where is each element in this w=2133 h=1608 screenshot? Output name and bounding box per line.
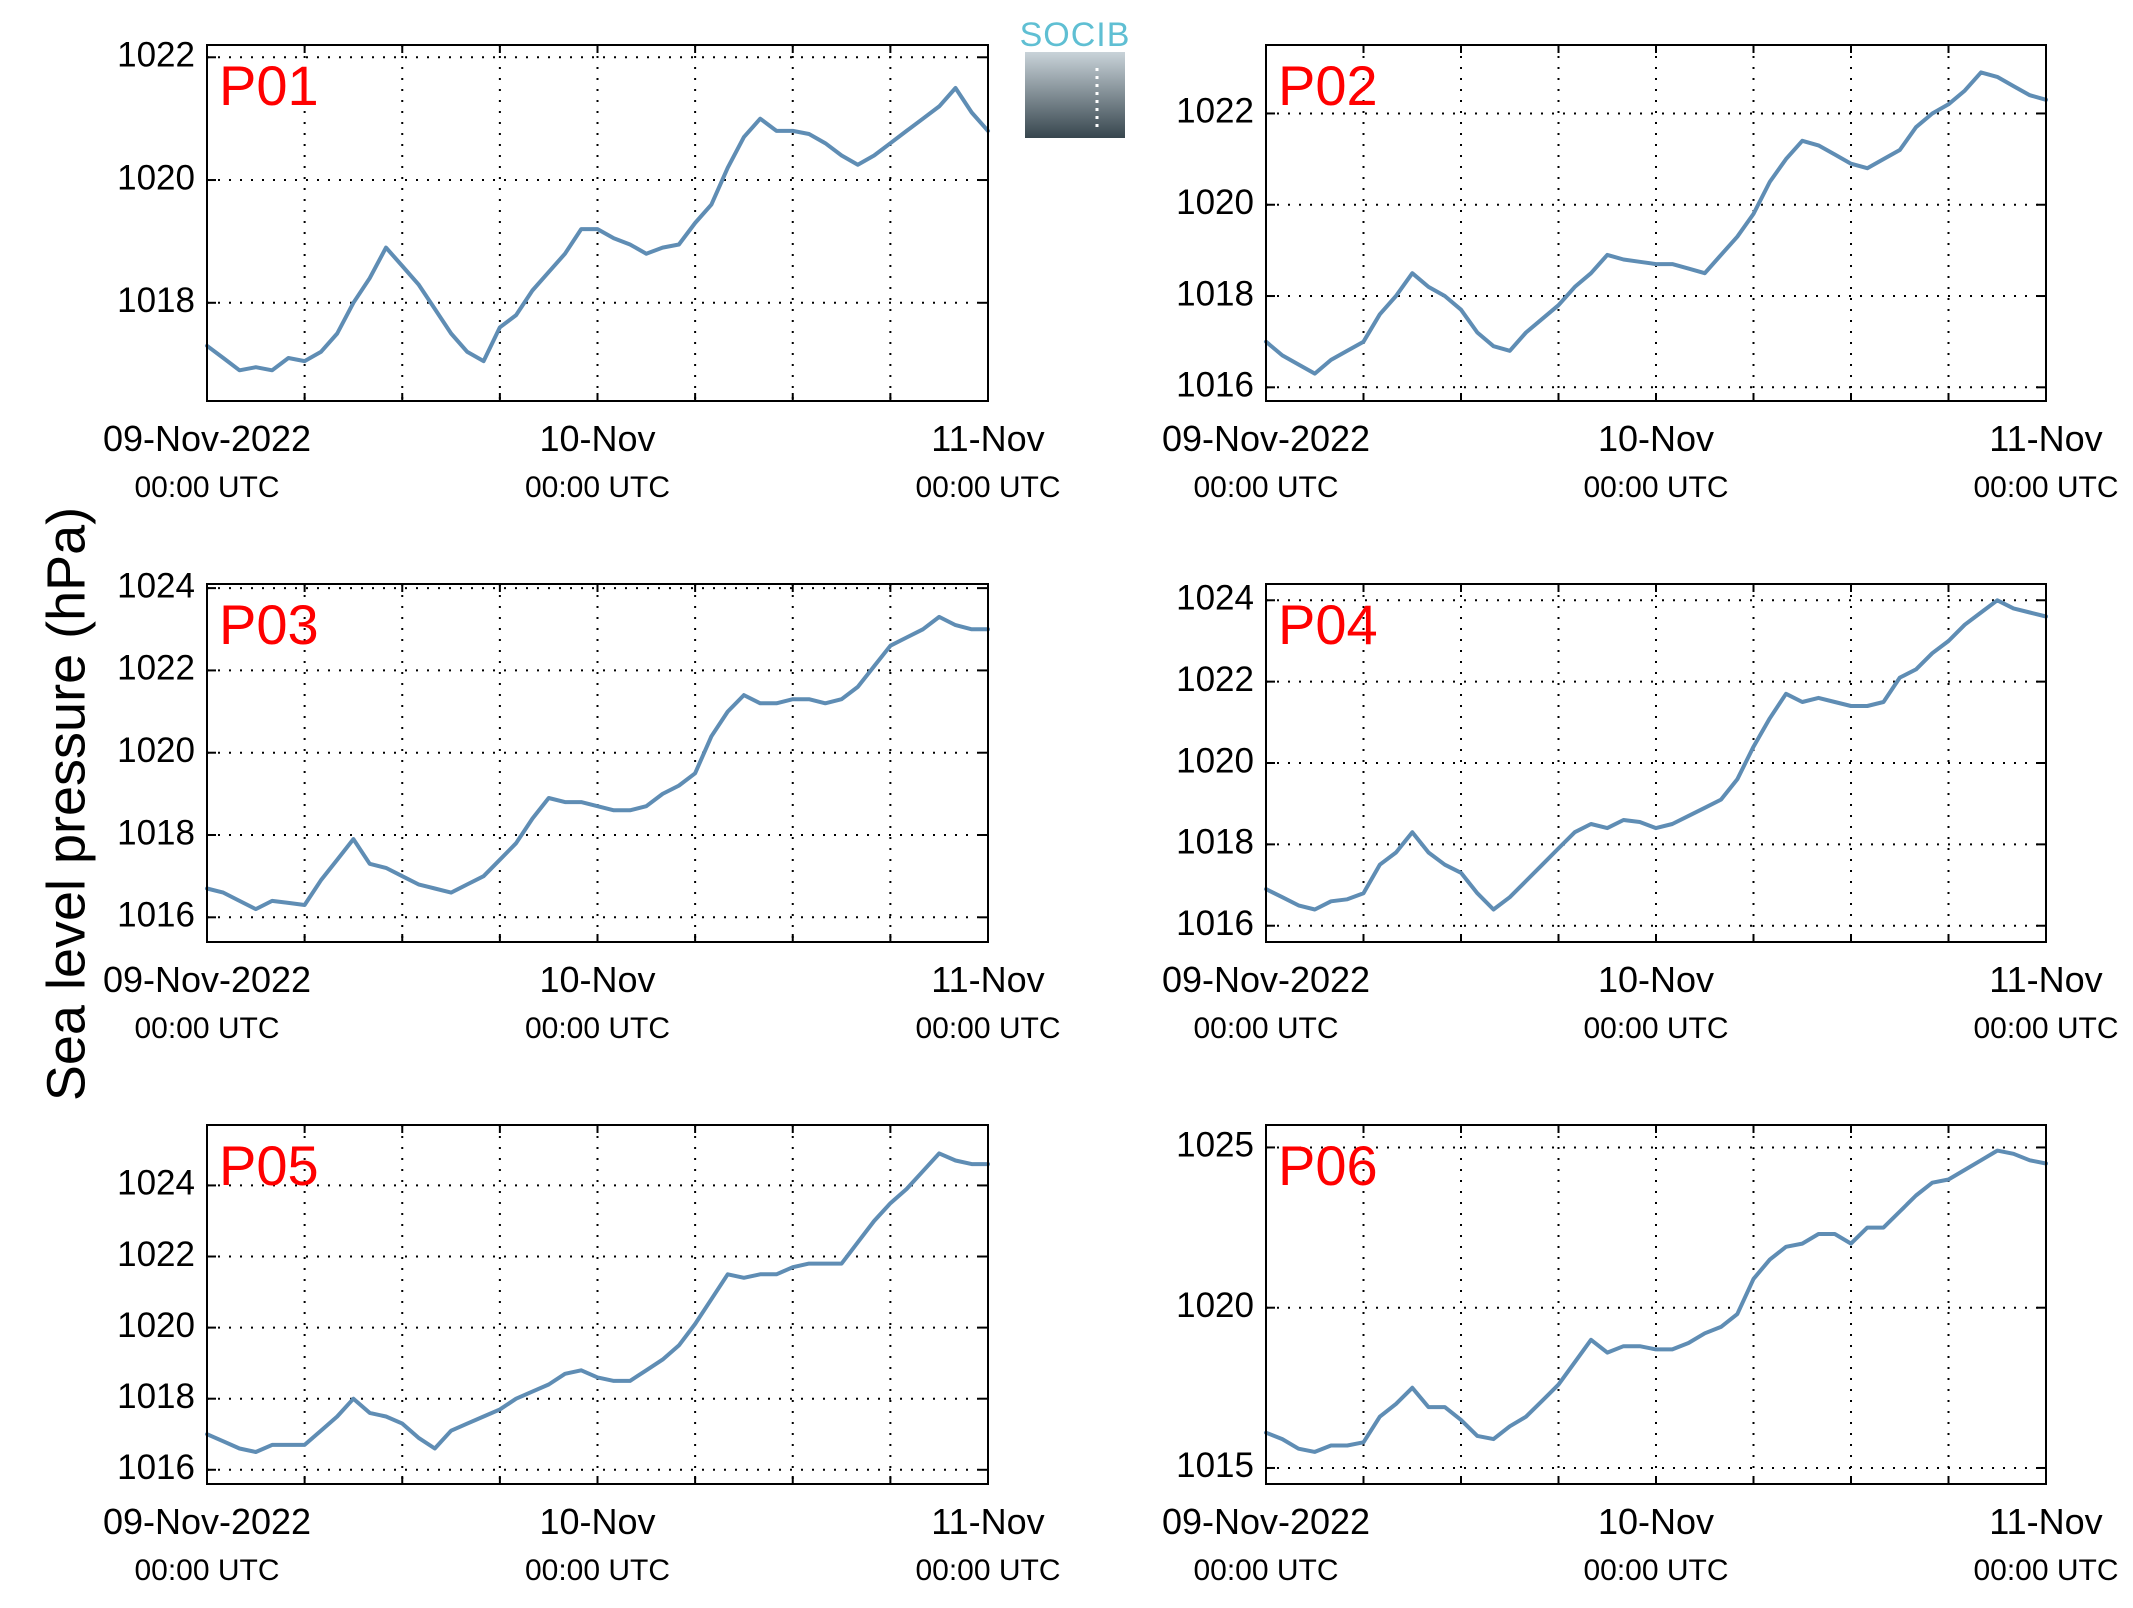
x-tick-label-date: 10-Nov (539, 959, 655, 1000)
plot-frame (206, 44, 989, 402)
plot-frame (1265, 583, 2047, 943)
x-tick-label-time: 00:00 UTC (915, 471, 1060, 504)
y-tick-label: 1018 (117, 813, 195, 852)
y-tick-label: 1016 (1176, 904, 1254, 943)
x-tick-label-time: 00:00 UTC (1583, 471, 1728, 504)
y-tick-label: 1024 (1176, 579, 1254, 618)
panel-p04: 1016 1018 1020 1022 1024 09-Nov-2022 00:00 UTC… (1162, 579, 2119, 1045)
x-tick-label-date: 11-Nov (931, 1501, 1044, 1542)
x-tick-label-date: 09-Nov-2022 (1162, 1501, 1370, 1542)
x-tick-label-date: 09-Nov-2022 (103, 959, 311, 1000)
y-tick-label: 1018 (1176, 823, 1254, 862)
x-tick-label-date: 10-Nov (539, 1501, 655, 1542)
x-tick-label-date: 09-Nov-2022 (1162, 418, 1370, 459)
x-tick-label-date: 11-Nov (931, 418, 1044, 459)
x-tick-label-time: 00:00 UTC (525, 471, 670, 504)
y-tick-label: 1020 (1176, 741, 1254, 780)
y-tick-label: 1022 (1176, 92, 1254, 131)
plot-frame (1265, 44, 2047, 402)
series-line-p02 (1264, 70, 2048, 376)
x-tick-label-date: 11-Nov (931, 959, 1044, 1000)
y-tick-label: 1020 (117, 158, 195, 197)
x-tick-label-date: 09-Nov-2022 (103, 418, 311, 459)
x-tick-label-time: 00:00 UTC (134, 1554, 279, 1587)
x-tick-label-time: 00:00 UTC (1583, 1554, 1728, 1587)
x-tick-label-time: 00:00 UTC (1973, 471, 2118, 504)
x-tick-label-date: 10-Nov (539, 418, 655, 459)
y-tick-label: 1016 (117, 896, 195, 935)
panel-label: P05 (219, 1134, 319, 1197)
panel-label: P04 (1278, 593, 1378, 656)
x-tick-label-date: 10-Nov (1598, 418, 1714, 459)
x-tick-label-time: 00:00 UTC (1973, 1012, 2118, 1045)
x-tick-label-time: 00:00 UTC (525, 1012, 670, 1045)
y-tick-label: 1015 (1176, 1446, 1254, 1485)
y-tick-label: 1020 (1176, 183, 1254, 222)
y-tick-label: 1020 (117, 731, 195, 770)
series-line-p04 (1264, 598, 2048, 912)
x-tick-label-time: 00:00 UTC (1193, 471, 1338, 504)
x-tick-label-time: 00:00 UTC (1193, 1012, 1338, 1045)
x-tick-label-date: 11-Nov (1989, 959, 2102, 1000)
series-line-p03 (205, 614, 990, 912)
series-line-p06 (1264, 1148, 2048, 1454)
x-tick-label-time: 00:00 UTC (915, 1012, 1060, 1045)
y-tick-label: 1018 (117, 281, 195, 320)
y-tick-label: 1024 (117, 1164, 195, 1203)
y-tick-label: 1025 (1176, 1126, 1254, 1165)
y-tick-label: 1016 (1176, 366, 1254, 405)
plot-frame (206, 583, 989, 943)
y-tick-label: 1020 (117, 1306, 195, 1345)
y-tick-label: 1018 (117, 1377, 195, 1416)
x-tick-label-date: 10-Nov (1598, 959, 1714, 1000)
panel-p06: 1015 1020 1025 09-Nov-2022 00:00 UTC 10-Nov 00… (1162, 1124, 2119, 1587)
x-tick-label-date: 10-Nov (1598, 1501, 1714, 1542)
y-axis-title: Sea level pressure (hPa) (36, 507, 96, 1101)
panel-label: P02 (1278, 54, 1378, 117)
socib-logo-badge (1025, 52, 1125, 138)
y-tick-label: 1024 (117, 566, 195, 605)
socib-logo-text: SOCIB (1020, 16, 1131, 54)
x-tick-label-date: 11-Nov (1989, 1501, 2102, 1542)
panel-label: P06 (1278, 1134, 1378, 1197)
socib-logo: SOCIB (1020, 16, 1131, 138)
y-tick-label: 1022 (117, 1235, 195, 1274)
x-tick-label-date: 11-Nov (1989, 418, 2102, 459)
panel-p01: 1018 1020 1022 09-Nov-2022 00:00 UTC 10-Nov 00… (103, 36, 1061, 504)
x-tick-label-time: 00:00 UTC (1583, 1012, 1728, 1045)
x-tick-label-date: 09-Nov-2022 (1162, 959, 1370, 1000)
x-tick-label-time: 00:00 UTC (134, 1012, 279, 1045)
y-tick-label: 1016 (117, 1448, 195, 1487)
y-tick-label: 1018 (1176, 274, 1254, 313)
panel-label: P03 (219, 593, 319, 656)
panel-p02: 1016 1018 1020 1022 09-Nov-2022 00:00 UTC 10-N… (1162, 44, 2119, 504)
x-tick-label-time: 00:00 UTC (1973, 1554, 2118, 1587)
x-tick-label-time: 00:00 UTC (525, 1554, 670, 1587)
panel-p05: 1016 1018 1020 1022 1024 09-Nov-2022 00:00 UTC… (103, 1124, 1061, 1587)
x-tick-label-time: 00:00 UTC (915, 1554, 1060, 1587)
y-tick-label: 1022 (1176, 660, 1254, 699)
x-tick-label-date: 09-Nov-2022 (103, 1501, 311, 1542)
y-tick-label: 1022 (117, 36, 195, 75)
x-tick-label-time: 00:00 UTC (1193, 1554, 1338, 1587)
y-tick-label: 1022 (117, 649, 195, 688)
plot-frame (206, 1124, 989, 1485)
panels: 1018 1020 1022 09-Nov-2022 00:00 UTC 10-Nov 00… (103, 36, 2119, 1587)
panel-p03: 1016 1018 1020 1022 1024 09-Nov-2022 00:00 UTC… (103, 566, 1061, 1045)
y-tick-label: 1020 (1176, 1286, 1254, 1325)
x-tick-label-time: 00:00 UTC (134, 471, 279, 504)
series-line-p05 (205, 1151, 990, 1454)
series-line-p01 (205, 86, 990, 373)
panel-label: P01 (219, 54, 319, 117)
plot-frame (1265, 1124, 2047, 1485)
